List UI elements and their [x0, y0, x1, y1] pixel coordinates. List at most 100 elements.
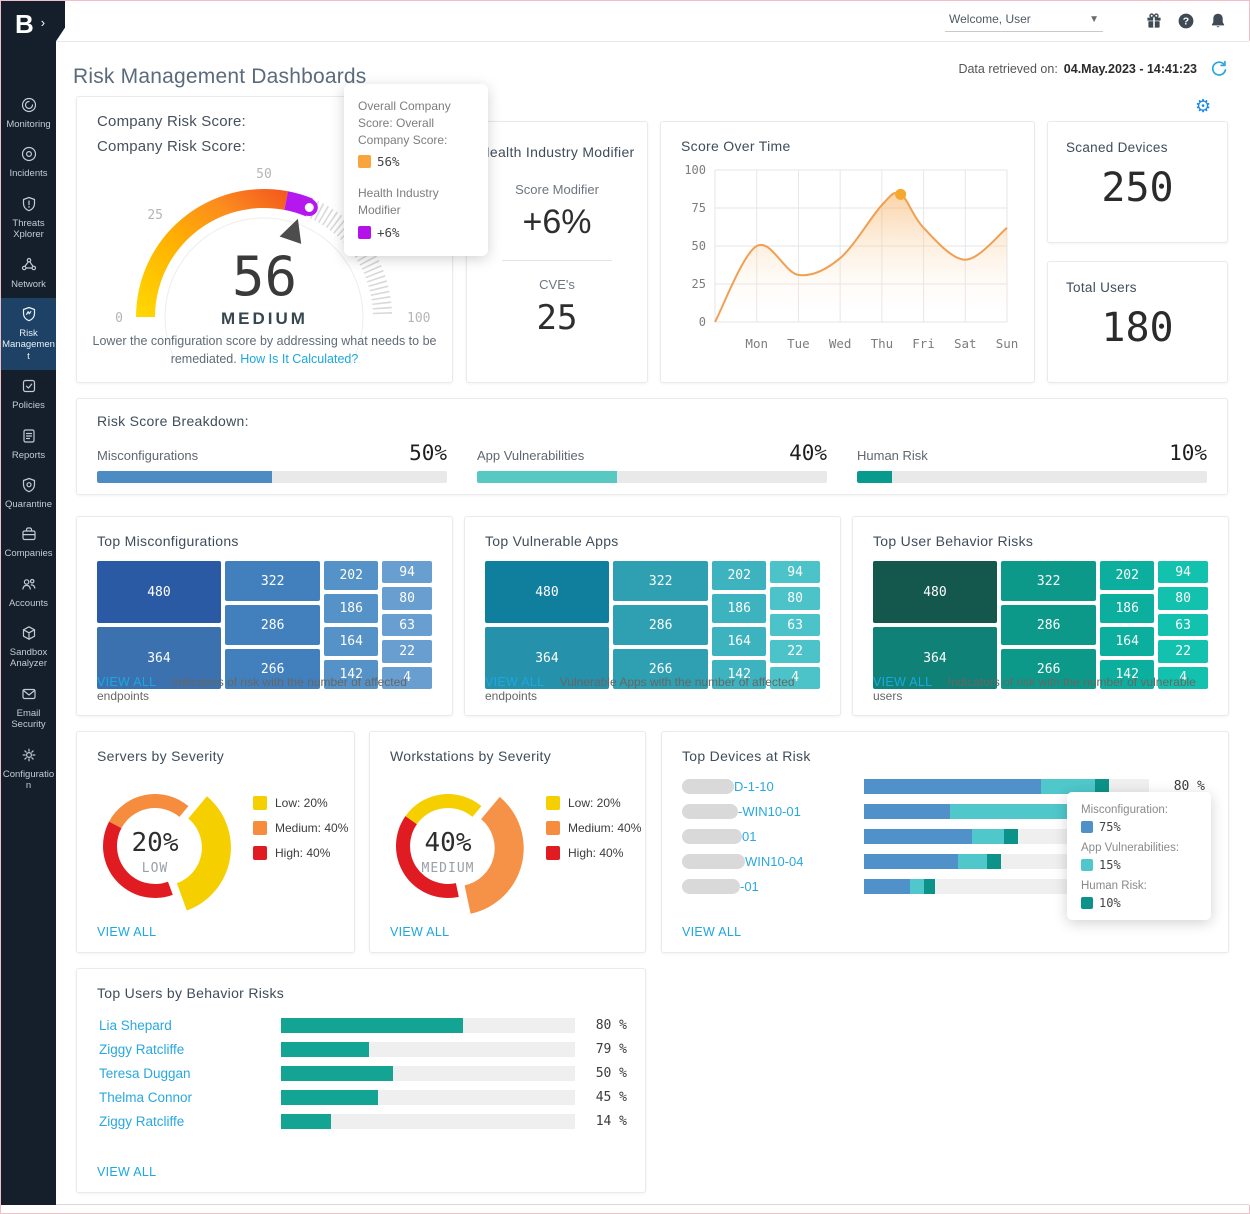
sidebar-item-threats-xplorer[interactable]: Threats Xplorer — [1, 188, 56, 249]
treemap-cell[interactable]: 63 — [1158, 613, 1209, 637]
refresh-icon[interactable] — [1209, 59, 1229, 79]
user-name-link[interactable]: Teresa Duggan — [99, 1065, 191, 1081]
legend-swatch — [546, 821, 560, 835]
treemap-cell[interactable]: 164 — [712, 627, 766, 656]
legend-swatch — [253, 796, 267, 810]
treemap-cell[interactable]: 22 — [382, 640, 433, 663]
treemap-cell[interactable]: 322 — [1000, 561, 1097, 601]
app-logo[interactable]: B › — [1, 1, 65, 47]
view-all-link[interactable]: VIEW ALL — [390, 925, 450, 939]
user-name-link[interactable]: Ziggy Ratcliffe — [99, 1041, 185, 1057]
treemap-cell[interactable]: 94 — [1158, 561, 1209, 584]
treemap-cell[interactable]: 322 — [224, 561, 321, 601]
legend-item: Low: 20% — [253, 796, 348, 810]
tooltip-modifier-label: Health Industry Modifier — [358, 186, 439, 218]
treemap-cell[interactable]: 202 — [324, 561, 378, 590]
sidebar-item-label: Policies — [12, 400, 45, 412]
sidebar-item-reports[interactable]: Reports — [1, 420, 56, 469]
sidebar-item-risk-management[interactable]: Risk Management — [1, 297, 56, 371]
sidebar-item-quarantine[interactable]: Quarantine — [1, 469, 56, 518]
treemap-cell[interactable]: 80 — [382, 587, 433, 610]
treemap-cell[interactable]: 202 — [712, 561, 766, 590]
treemap-cell[interactable]: 164 — [324, 627, 378, 656]
device-name-link[interactable]: 01 — [742, 828, 757, 844]
user-menu-dropdown[interactable]: Welcome, User ▼ — [945, 10, 1103, 32]
sidebar-item-configuration[interactable]: Configuration — [1, 739, 56, 800]
treemap-cell[interactable]: 266 — [1000, 649, 1097, 689]
sidebar-item-companies[interactable]: Companies — [1, 518, 56, 567]
sidebar-item-incidents[interactable]: Incidents — [1, 138, 56, 187]
treemap-cell[interactable]: 286 — [612, 605, 709, 645]
device-name-link[interactable]: D-1-10 — [734, 778, 774, 794]
sidebar-item-network[interactable]: Network — [1, 249, 56, 298]
treemap-cell[interactable]: 480 — [97, 561, 221, 623]
device-name-link[interactable]: -01 — [740, 878, 759, 894]
treemap-cell[interactable]: 142 — [324, 660, 378, 689]
treemap-cell[interactable]: 164 — [1100, 627, 1154, 656]
treemap-cell[interactable]: 364 — [97, 627, 221, 689]
sidebar-item-label: Threats Xplorer — [12, 217, 45, 241]
user-name-link[interactable]: Ziggy Ratcliffe — [99, 1113, 185, 1129]
how-is-it-calculated-link[interactable]: How Is It Calculated? — [240, 351, 359, 366]
dashboard-settings-gear-icon[interactable]: ⚙ — [1195, 96, 1212, 116]
treemap-cell[interactable]: 286 — [224, 605, 321, 645]
treemap-cell[interactable]: 22 — [770, 640, 821, 663]
treemap-cell[interactable]: 94 — [382, 561, 433, 584]
sidebar-item-monitoring[interactable]: Monitoring — [1, 89, 56, 138]
view-all-link[interactable]: VIEW ALL — [97, 925, 157, 939]
view-all-link[interactable]: VIEW ALL — [682, 925, 742, 939]
treemap-cell[interactable]: 286 — [1000, 605, 1097, 645]
treemap-cell[interactable]: 202 — [1100, 561, 1154, 590]
treemap-cell[interactable]: 4 — [1158, 666, 1209, 690]
sidebar-item-sandbox-analyzer[interactable]: Sandbox Analyzer — [1, 617, 56, 678]
breakdown-value: 50% — [409, 441, 447, 465]
donut-segment-medium — [464, 796, 524, 914]
treemap-cell[interactable]: 186 — [1100, 594, 1154, 623]
gift-icon[interactable] — [1145, 12, 1163, 30]
sidebar-item-accounts[interactable]: Accounts — [1, 568, 56, 617]
treemap-cell[interactable]: 142 — [712, 660, 766, 689]
treemap-cell[interactable]: 4 — [770, 666, 821, 690]
treemap-cell[interactable]: 186 — [712, 594, 766, 623]
network-icon — [2, 256, 55, 276]
legend-item: High: 40% — [253, 846, 348, 860]
treemap-cell[interactable]: 63 — [770, 613, 821, 637]
treemap-cell[interactable]: 80 — [1158, 587, 1209, 610]
help-icon[interactable]: ? — [1177, 12, 1195, 30]
user-name-link[interactable]: Lia Shepard — [99, 1017, 172, 1033]
treemap-cell[interactable]: 4 — [382, 666, 433, 690]
workstations-severity-title: Workstations by Severity — [390, 748, 551, 764]
treemap-cell[interactable]: 186 — [324, 594, 378, 623]
treemap-cell[interactable]: 22 — [1158, 640, 1209, 663]
tooltip-company-label: Overall Company Score: Overall Company S… — [358, 99, 451, 147]
view-all-link[interactable]: VIEW ALL — [873, 675, 933, 689]
device-name-link[interactable]: WIN10-04 — [745, 853, 804, 869]
breakdown-value: 10% — [1169, 441, 1207, 465]
treemap-cell[interactable]: 266 — [612, 649, 709, 689]
view-all-link[interactable]: VIEW ALL — [97, 675, 157, 689]
user-name-link[interactable]: Thelma Connor — [99, 1089, 193, 1105]
treemap-cell[interactable]: 266 — [224, 649, 321, 689]
treemap-cell[interactable]: 364 — [873, 627, 997, 689]
treemap-cell[interactable]: 480 — [485, 561, 609, 623]
treemap-cell[interactable]: 322 — [612, 561, 709, 601]
treemap-cell[interactable]: 63 — [382, 613, 433, 637]
sidebar-expand-chevron-icon[interactable]: › — [40, 14, 46, 30]
page-title: Risk Management Dashboards — [73, 65, 367, 89]
treemap-title: Top Vulnerable Apps — [485, 533, 619, 549]
sidebar-item-label: Email Security — [11, 707, 46, 731]
treemap-cell[interactable]: 480 — [873, 561, 997, 623]
view-all-link[interactable]: VIEW ALL — [97, 1165, 157, 1179]
device-name-link[interactable]: -WIN10-01 — [738, 803, 801, 819]
bell-icon[interactable] — [1209, 12, 1227, 30]
sidebar-item-policies[interactable]: Policies — [1, 370, 56, 419]
device-risk-segment — [1040, 778, 1095, 794]
configuration-icon — [2, 746, 55, 766]
view-all-link[interactable]: VIEW ALL — [485, 675, 545, 689]
treemap-cell[interactable]: 94 — [770, 561, 821, 584]
treemap-cell[interactable]: 364 — [485, 627, 609, 689]
treemap-cell[interactable]: 142 — [1100, 660, 1154, 689]
sidebar-item-label: Reports — [11, 449, 46, 461]
sidebar-item-email-security[interactable]: Email Security — [1, 678, 56, 739]
treemap-cell[interactable]: 80 — [770, 587, 821, 610]
